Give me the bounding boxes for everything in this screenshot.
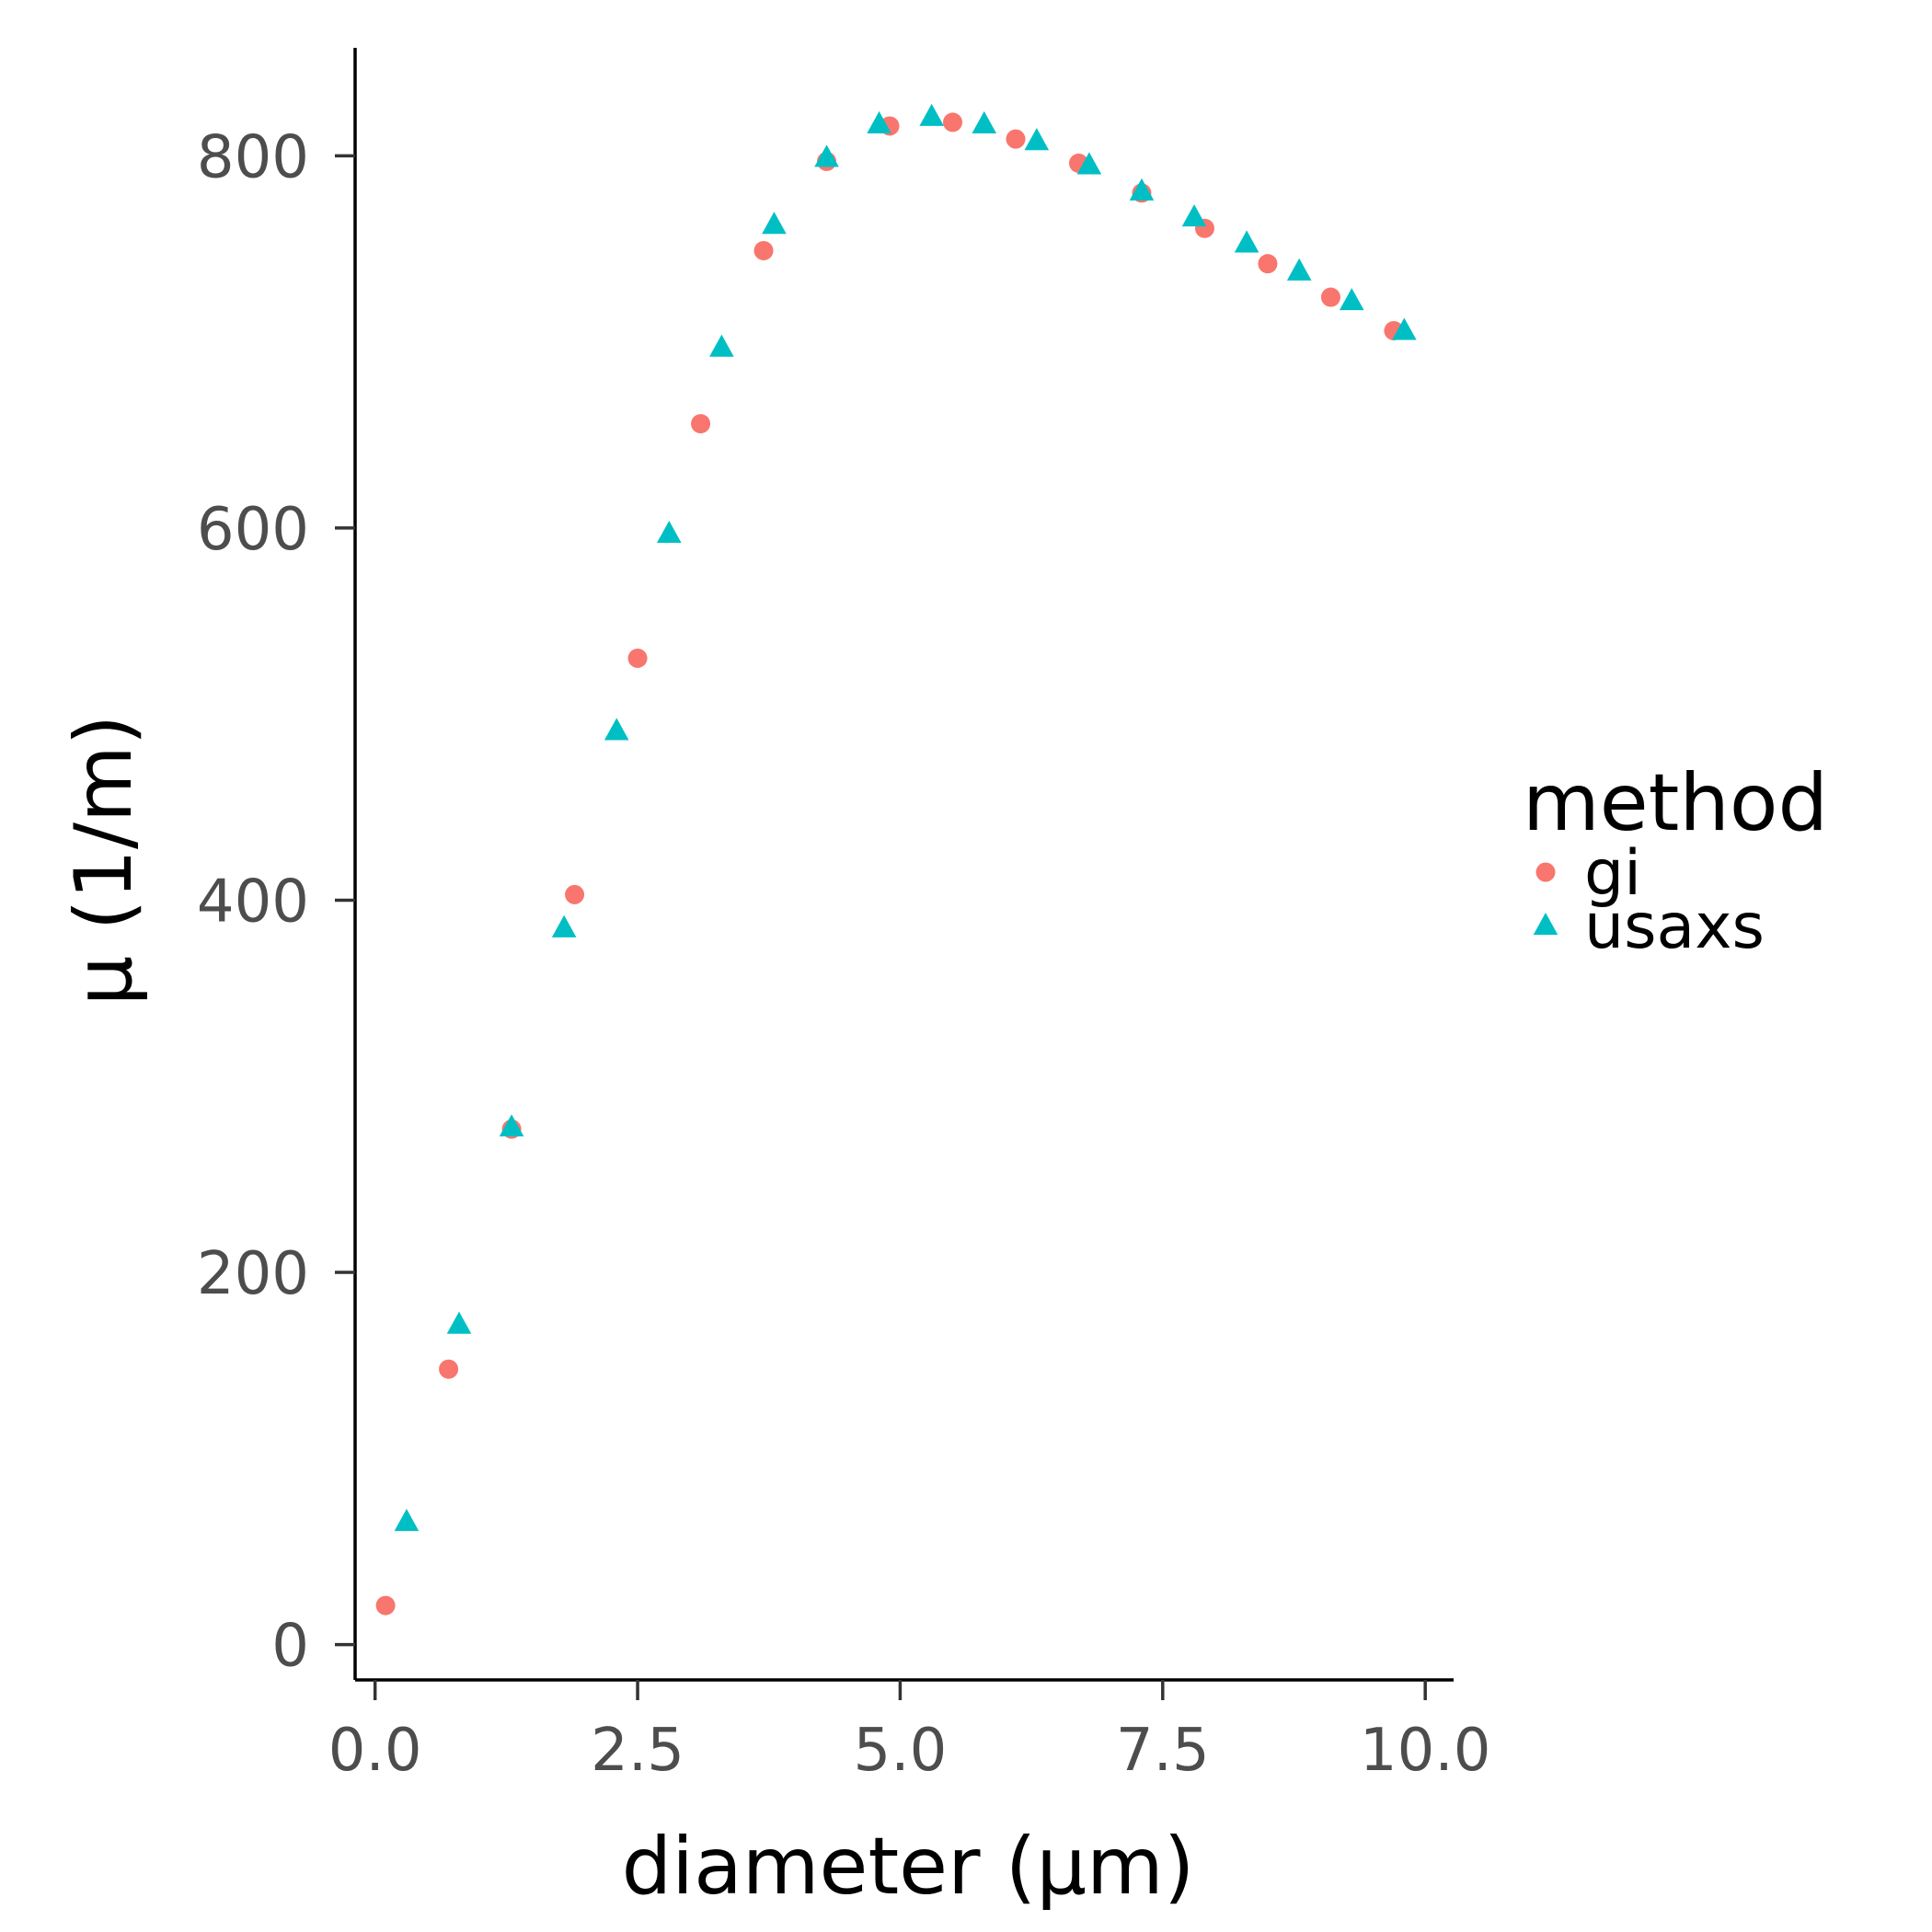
y-axis-title: µ (1/m) [58, 715, 150, 1006]
data-point-usaxs [604, 718, 629, 741]
data-point-usaxs [867, 110, 891, 134]
data-point-gi [753, 240, 774, 260]
legend-title: method [1523, 757, 1828, 849]
legend-label-usaxs: usaxs [1584, 891, 1765, 963]
data-point-usaxs [1181, 204, 1207, 227]
data-point-gi [691, 414, 711, 434]
data-point-usaxs [1339, 288, 1364, 311]
y-tick-label: 800 [197, 123, 309, 191]
x-tick-label: 2.5 [591, 1717, 684, 1785]
data-point-usaxs [814, 144, 839, 167]
data-point-usaxs [1234, 230, 1259, 253]
data-point-usaxs [394, 1509, 420, 1532]
legend-label-gi: gi [1584, 837, 1641, 910]
x-axis: 0.0 2.5 5.0 7.5 10.0 [328, 1678, 1491, 1785]
y-tick-label: 0 [271, 1613, 309, 1681]
legend-key-usaxs [1533, 913, 1558, 936]
x-tick-label: 0.0 [328, 1717, 422, 1785]
data-point-usaxs [1024, 128, 1050, 151]
data-point-gi [565, 884, 585, 904]
plot-panel [375, 103, 1417, 1616]
x-tick-label: 7.5 [1116, 1717, 1210, 1785]
y-tick-label: 400 [197, 868, 309, 936]
series-gi [375, 112, 1404, 1616]
data-point-gi [439, 1359, 459, 1379]
data-point-gi [1320, 287, 1340, 307]
data-point-gi [627, 648, 648, 668]
x-tick-label: 10.0 [1360, 1717, 1491, 1785]
y-tick-label: 200 [197, 1240, 309, 1308]
data-point-usaxs [709, 334, 734, 357]
data-point-gi [1006, 129, 1026, 149]
y-axis: 0 200 400 600 800 [197, 48, 357, 1681]
data-point-usaxs [1076, 152, 1102, 175]
data-point-usaxs [1129, 178, 1155, 201]
data-point-usaxs [762, 212, 787, 235]
data-point-usaxs [657, 520, 682, 544]
data-point-usaxs [1392, 317, 1417, 340]
series-usaxs [394, 103, 1417, 1532]
data-point-usaxs [499, 1114, 524, 1137]
legend-key-gi [1535, 862, 1556, 882]
data-point-gi [943, 112, 963, 132]
data-point-usaxs [446, 1311, 472, 1334]
data-point-gi [375, 1595, 396, 1616]
data-point-usaxs [551, 914, 577, 937]
data-point-usaxs [919, 103, 944, 126]
data-point-usaxs [1286, 258, 1312, 281]
data-point-gi [1258, 254, 1278, 274]
x-tick-label: 5.0 [854, 1717, 948, 1785]
data-point-usaxs [972, 110, 997, 134]
y-tick-label: 600 [197, 496, 309, 564]
x-axis-title: diameter (µm) [622, 1821, 1195, 1913]
